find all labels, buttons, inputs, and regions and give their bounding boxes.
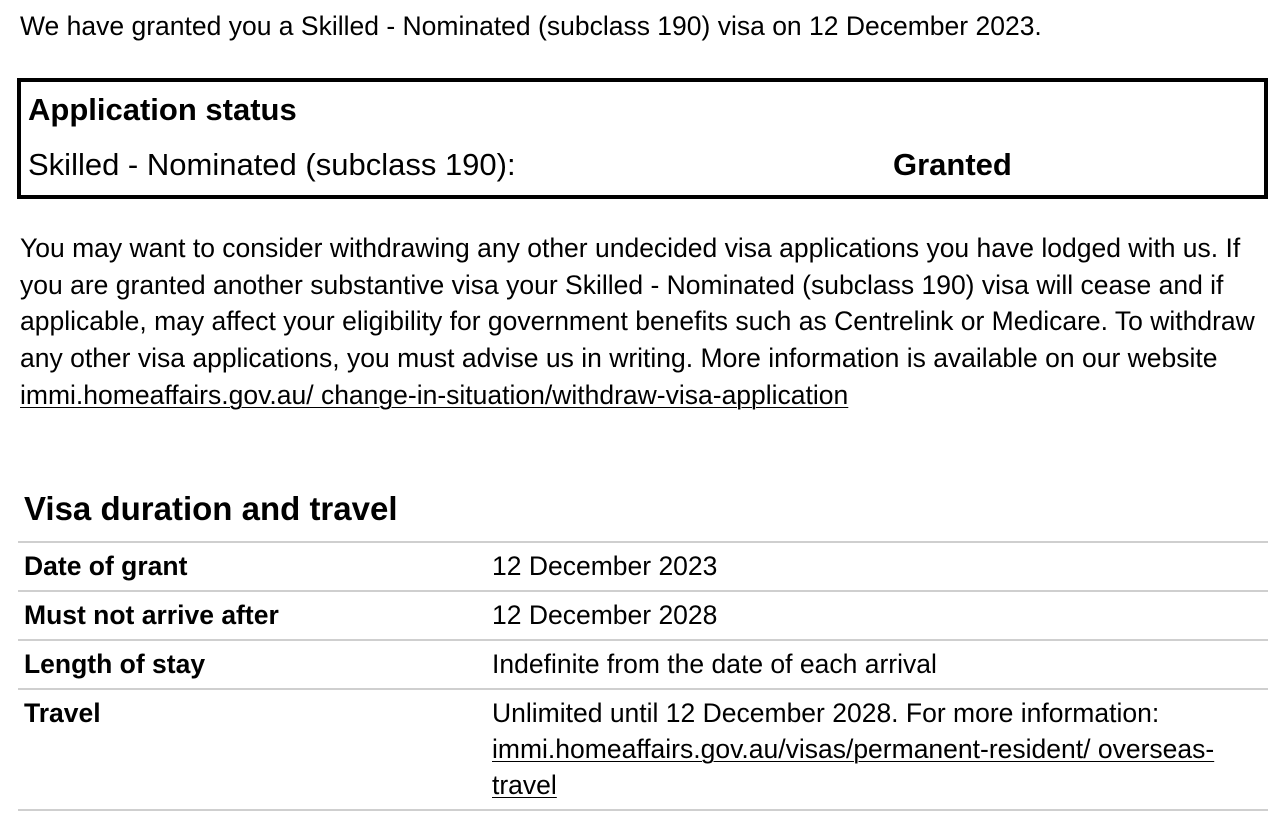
row-value: Unlimited until 12 December 2028. For mo…	[486, 688, 1268, 811]
row-value: Indefinite from the date of each arrival	[486, 639, 1268, 690]
row-value: 12 December 2028	[486, 590, 1268, 641]
row-label: Must not arrive after	[18, 590, 486, 641]
table-row: Length of stay Indefinite from the date …	[18, 639, 1268, 690]
visa-duration-title: Visa duration and travel	[24, 490, 398, 527]
table-row: Travel Unlimited until 12 December 2028.…	[18, 688, 1268, 811]
application-status-box: Application status Skilled - Nominated (…	[17, 78, 1268, 199]
overseas-travel-link[interactable]: immi.homeaffairs.gov.au/visas/permanent-…	[492, 734, 1215, 800]
row-label: Travel	[18, 688, 486, 811]
status-value: Granted	[893, 147, 1012, 182]
application-status-title: Application status	[28, 92, 297, 127]
withdraw-application-link[interactable]: immi.homeaffairs.gov.au/ change-in-situa…	[20, 379, 849, 410]
row-value: 12 December 2023	[486, 541, 1268, 592]
grant-statement: We have granted you a Skilled - Nominate…	[20, 11, 1042, 41]
withdraw-notice-text: You may want to consider withdrawing any…	[20, 233, 1255, 374]
table-row: Must not arrive after 12 December 2028	[18, 590, 1268, 641]
visa-subclass-label: Skilled - Nominated (subclass 190):	[28, 147, 516, 182]
visa-duration-table: Date of grant 12 December 2023 Must not …	[18, 541, 1268, 811]
row-label: Date of grant	[18, 541, 486, 592]
withdraw-notice: You may want to consider withdrawing any…	[20, 230, 1255, 414]
travel-text: Unlimited until 12 December 2028. For mo…	[492, 698, 1160, 728]
table-row: Date of grant 12 December 2023	[18, 541, 1268, 592]
row-label: Length of stay	[18, 639, 486, 690]
